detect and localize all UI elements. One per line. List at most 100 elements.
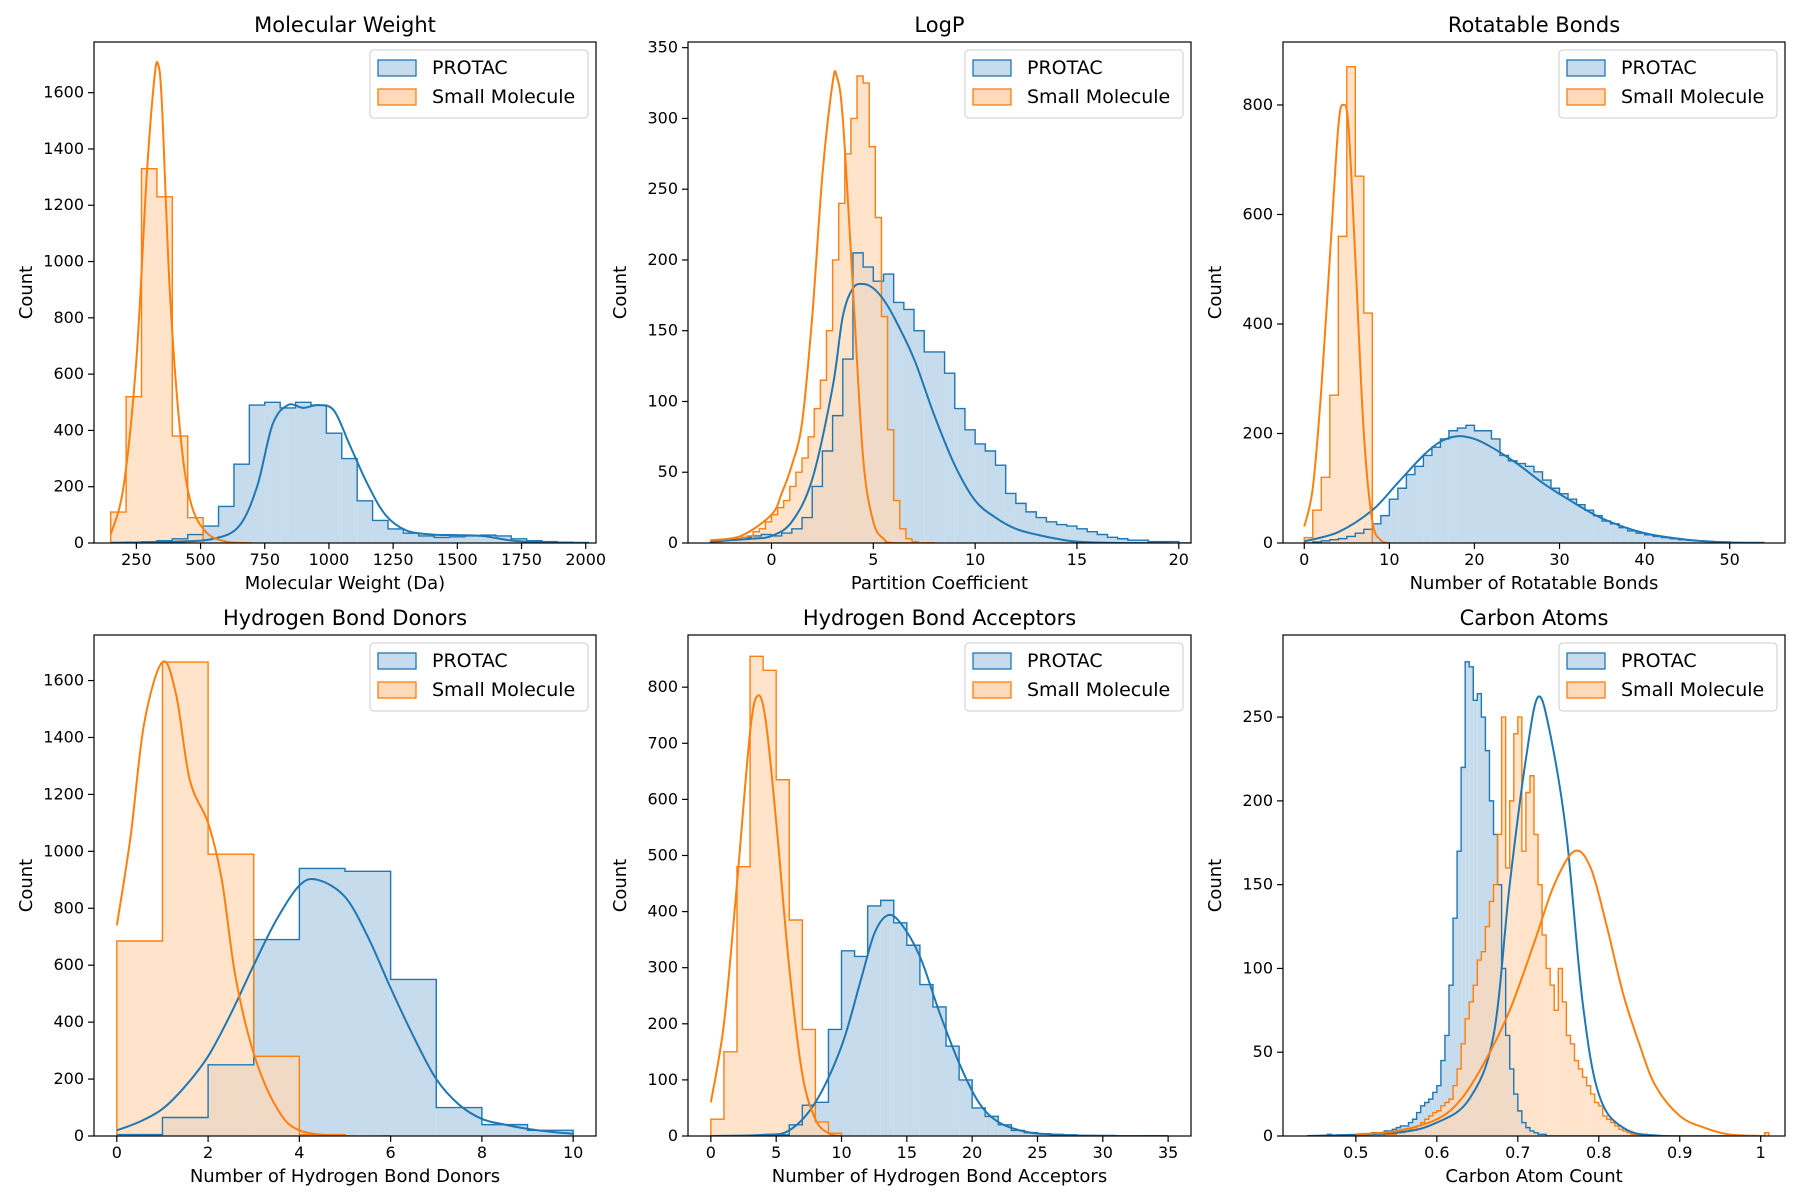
chart-title: Molecular Weight: [254, 13, 436, 37]
hist-bars-small-molecule: [110, 168, 204, 543]
hist-bar: [899, 528, 906, 543]
hist-bar: [1576, 504, 1586, 543]
hist-bar: [734, 538, 741, 543]
hist-bar: [116, 941, 163, 1136]
y-tick-label: 1200: [43, 195, 84, 214]
legend-label: PROTAC: [432, 57, 508, 79]
chart-panel-1: 250 500 750 1000 1250 1500 1750 2000 0 200 400 600 8…: [16, 13, 606, 594]
hist-bar: [1489, 901, 1494, 1136]
hist-bar: [1461, 767, 1466, 1136]
legend-label: PROTAC: [1621, 57, 1697, 79]
x-axis-label: Number of Hydrogen Bond Donors: [190, 1166, 500, 1187]
hist-bar: [1678, 539, 1688, 543]
x-tick-label: 500: [185, 550, 216, 569]
hist-bar: [1508, 460, 1517, 543]
y-tick-label: 250: [1242, 707, 1273, 726]
hist-bar: [1056, 524, 1067, 543]
x-tick-label: 0.6: [1424, 1143, 1449, 1162]
hist-bar: [233, 464, 250, 543]
y-tick-label: 200: [647, 250, 678, 269]
y-tick-label: 400: [647, 902, 678, 921]
hist-bar: [187, 517, 204, 543]
hist-bar: [1397, 488, 1407, 543]
hist-bar: [1127, 540, 1139, 543]
hist-bar: [1412, 1127, 1417, 1136]
hist-bar: [944, 373, 955, 543]
hist-bar: [1559, 493, 1569, 543]
hist-bar: [934, 351, 945, 543]
hist-bar: [1011, 1130, 1025, 1136]
hist-bar: [1574, 1060, 1579, 1136]
hist-bar: [1586, 1085, 1591, 1136]
hist-bar: [1521, 851, 1526, 1136]
hist-bar: [844, 153, 851, 543]
hist-bar: [326, 433, 342, 543]
hist-bar: [1005, 493, 1016, 543]
x-tick-label: 750: [249, 550, 280, 569]
hist-bar: [172, 436, 188, 543]
x-tick-label: 25: [1027, 1143, 1047, 1162]
hist-bar: [449, 536, 466, 543]
hist-bar: [141, 168, 157, 543]
hist-bar: [1670, 538, 1679, 543]
hist-bar: [1602, 1115, 1607, 1136]
legend-swatch: [377, 88, 417, 106]
hist-bar: [826, 330, 833, 543]
hist-bars-protac: [1312, 425, 1764, 543]
hist-bar: [1610, 523, 1620, 543]
hist-bar: [1444, 1102, 1449, 1136]
y-tick-label: 350: [647, 38, 678, 57]
hist-bar: [1542, 934, 1547, 1136]
hist-bar: [1554, 1010, 1559, 1136]
legend-swatch: [1566, 88, 1606, 106]
hist-bar: [1087, 531, 1098, 543]
hist-bar: [995, 465, 1006, 543]
x-axis-label: Carbon Atom Count: [1445, 1166, 1622, 1187]
hist-bar: [841, 950, 855, 1136]
hist-bar: [1602, 521, 1611, 543]
kde-line-small-molecule: [1303, 103, 1390, 543]
x-tick-label: 8: [477, 1143, 487, 1162]
hist-bar: [1481, 951, 1486, 1136]
x-tick-label: 4: [294, 1143, 304, 1162]
hist-outline-small-molecule: [710, 655, 843, 1136]
hist-outline-small-molecule: [1303, 65, 1374, 543]
hist-bar: [985, 451, 996, 543]
hist-bar: [765, 521, 772, 543]
hist-bar: [924, 351, 935, 543]
legend-box: [1558, 49, 1778, 119]
hist-bar: [893, 922, 907, 1136]
legend-label: Small Molecule: [432, 679, 575, 701]
hist-bar: [850, 118, 858, 543]
y-tick-label: 0: [1263, 1126, 1273, 1145]
hist-outline-small-molecule: [709, 75, 919, 543]
x-axis-label: Molecular Weight (Da): [245, 573, 445, 594]
chart-panel-4: 0 2 4 6 8 10 0 200 400 600 800 1000 1200 1400 1600 Hydr…: [16, 606, 597, 1187]
y-tick-label: 200: [53, 477, 84, 496]
x-tick-label: 15: [897, 1143, 917, 1162]
y-tick-label: 600: [647, 789, 678, 808]
hist-bar: [1036, 517, 1047, 543]
hist-bar: [808, 436, 815, 543]
hist-bar: [716, 541, 723, 543]
legend-swatch: [972, 59, 1012, 77]
y-tick-label: 800: [647, 677, 678, 696]
hist-bar: [1505, 867, 1510, 1136]
hist-bar: [1465, 661, 1470, 1136]
hist-bar: [1590, 1094, 1595, 1136]
x-tick-label: 0: [112, 1143, 122, 1162]
hist-outline-protac: [109, 401, 589, 543]
y-axis-label: Count: [1205, 859, 1226, 912]
hist-bar: [1550, 985, 1555, 1136]
x-tick-label: 0.9: [1667, 1143, 1692, 1162]
plot-area: [115, 660, 574, 1136]
y-tick-label: 1600: [43, 671, 84, 690]
y-tick-label: 600: [1242, 204, 1273, 223]
hist-bar: [280, 407, 296, 543]
hist-bar: [710, 1119, 724, 1136]
x-tick-label: 10: [831, 1143, 851, 1162]
hist-bar: [814, 408, 821, 543]
axes-frame: [687, 41, 1192, 544]
kde-line-small-molecule: [115, 660, 391, 1136]
y-axis-label: Count: [16, 859, 37, 912]
